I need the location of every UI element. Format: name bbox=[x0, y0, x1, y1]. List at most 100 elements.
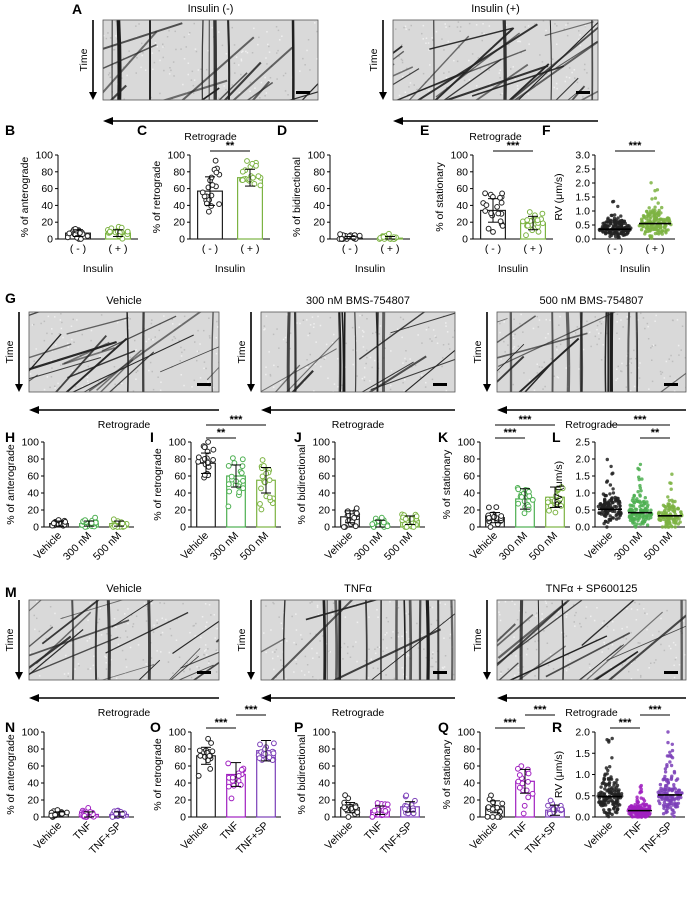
texture-speck bbox=[269, 373, 272, 376]
moving-track bbox=[517, 645, 567, 680]
texture-speck bbox=[65, 654, 67, 657]
texture-speck bbox=[635, 619, 638, 621]
texture-speck bbox=[669, 375, 671, 378]
texture-speck bbox=[33, 614, 35, 617]
texture-speck bbox=[659, 370, 662, 373]
texture-speck bbox=[658, 630, 660, 633]
data-point bbox=[608, 492, 612, 496]
data-point bbox=[266, 754, 273, 761]
texture-speck bbox=[201, 616, 204, 618]
texture-speck bbox=[556, 25, 558, 27]
data-point bbox=[617, 235, 621, 240]
data-point bbox=[608, 483, 613, 487]
x-tick-label: TNF+SP bbox=[87, 820, 124, 857]
data-point bbox=[639, 228, 644, 232]
texture-speck bbox=[268, 80, 270, 82]
texture-speck bbox=[129, 646, 132, 649]
y-tick-label: 100 bbox=[307, 150, 325, 162]
texture-speck bbox=[595, 639, 598, 641]
y-tick-label: 0 bbox=[324, 522, 330, 534]
texture-speck bbox=[60, 313, 62, 315]
texture-speck bbox=[447, 343, 450, 345]
texture-speck bbox=[504, 351, 506, 353]
texture-speck bbox=[77, 630, 80, 632]
kymograph-title: Vehicle bbox=[106, 295, 141, 307]
data-point bbox=[226, 488, 233, 495]
texture-speck bbox=[60, 327, 63, 330]
panel-label: M bbox=[5, 584, 17, 600]
texture-speck bbox=[545, 602, 547, 604]
texture-speck bbox=[260, 81, 263, 84]
texture-speck bbox=[373, 359, 376, 362]
data-point bbox=[668, 750, 672, 754]
texture-speck bbox=[90, 329, 93, 332]
texture-speck bbox=[404, 378, 406, 381]
data-point bbox=[658, 217, 663, 221]
texture-speck bbox=[544, 600, 547, 602]
texture-speck bbox=[561, 631, 563, 634]
data-point bbox=[258, 506, 265, 513]
data-point bbox=[499, 190, 506, 197]
texture-speck bbox=[442, 621, 445, 623]
data-point bbox=[611, 199, 616, 204]
moving-track bbox=[29, 629, 84, 676]
texture-speck bbox=[213, 614, 215, 616]
data-point bbox=[515, 765, 521, 772]
texture-speck bbox=[183, 315, 186, 318]
texture-speck bbox=[445, 389, 448, 392]
texture-speck bbox=[363, 331, 365, 333]
x-tick-label: TNF+SP bbox=[378, 820, 415, 857]
texture-speck bbox=[445, 325, 447, 327]
texture-speck bbox=[513, 346, 516, 348]
texture-speck bbox=[527, 25, 530, 27]
texture-speck bbox=[676, 319, 679, 321]
texture-speck bbox=[598, 338, 600, 340]
texture-speck bbox=[87, 668, 89, 670]
texture-speck bbox=[477, 57, 480, 59]
data-point bbox=[638, 522, 643, 526]
texture-speck bbox=[580, 626, 582, 628]
texture-speck bbox=[436, 619, 438, 622]
texture-speck bbox=[47, 315, 50, 318]
data-point bbox=[642, 799, 647, 803]
texture-speck bbox=[150, 657, 153, 659]
data-point bbox=[613, 213, 617, 217]
data-point bbox=[236, 489, 243, 496]
data-point bbox=[526, 209, 533, 215]
moving-track bbox=[416, 23, 538, 100]
texture-speck bbox=[265, 315, 268, 317]
texture-speck bbox=[55, 344, 57, 346]
texture-speck bbox=[536, 372, 539, 374]
data-point bbox=[659, 225, 663, 229]
texture-speck bbox=[361, 377, 364, 380]
texture-speck bbox=[395, 28, 397, 30]
texture-speck bbox=[528, 379, 531, 381]
texture-speck bbox=[408, 97, 411, 99]
data-point bbox=[82, 517, 88, 523]
texture-speck bbox=[443, 637, 445, 639]
texture-speck bbox=[630, 631, 632, 634]
texture-speck bbox=[207, 648, 209, 650]
data-point bbox=[666, 730, 670, 734]
texture-speck bbox=[208, 660, 210, 663]
kymograph-image bbox=[497, 312, 686, 392]
texture-speck bbox=[651, 380, 654, 383]
data-point bbox=[490, 229, 496, 235]
texture-speck bbox=[206, 621, 208, 624]
moving-track bbox=[368, 355, 427, 392]
texture-speck bbox=[508, 43, 510, 46]
texture-speck bbox=[307, 39, 310, 41]
texture-speck bbox=[118, 383, 121, 385]
data-point bbox=[599, 785, 603, 789]
data-point bbox=[515, 778, 522, 785]
data-point bbox=[637, 806, 641, 810]
moving-track bbox=[29, 636, 119, 675]
time-label: Time bbox=[368, 48, 380, 71]
data-point bbox=[646, 219, 650, 223]
texture-speck bbox=[431, 340, 433, 342]
texture-speck bbox=[141, 42, 143, 45]
data-point bbox=[240, 478, 246, 484]
y-tick-label: 0 bbox=[462, 234, 468, 246]
texture-speck bbox=[375, 331, 377, 334]
